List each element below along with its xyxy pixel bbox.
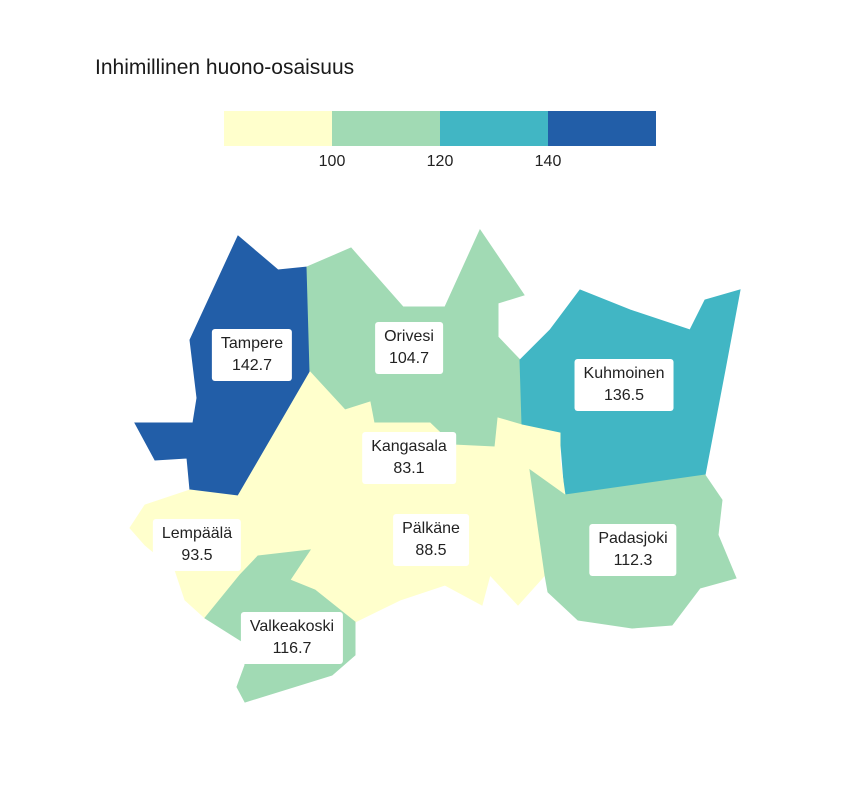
legend-tick-140: 140 <box>534 153 562 170</box>
region-value: 142.7 <box>231 357 273 374</box>
region-name: Orivesi <box>384 328 434 345</box>
map-title: Inhimillinen huono-osaisuus <box>95 56 355 79</box>
region-name: Padasjoki <box>598 530 668 547</box>
region-name: Kuhmoinen <box>583 365 665 382</box>
region-name: Pälkäne <box>402 520 460 537</box>
legend-swatch-3 <box>440 111 548 146</box>
legend-swatch-1 <box>224 111 332 146</box>
region-value: 116.7 <box>272 640 312 657</box>
label-orivesi: Orivesi 104.7 <box>375 322 443 374</box>
label-kuhmoinen: Kuhmoinen 136.5 <box>574 359 674 411</box>
color-legend: 100 120 140 <box>224 111 656 181</box>
label-kangasala: Kangasala 83.1 <box>362 432 456 484</box>
region-name: Kangasala <box>371 438 447 455</box>
region-value: 136.5 <box>603 387 645 404</box>
region-value: 88.5 <box>415 542 447 559</box>
region-value: 83.1 <box>393 460 425 477</box>
region-name: Valkeakoski <box>249 618 335 635</box>
legend-swatch-4 <box>548 111 656 146</box>
region-value: 93.5 <box>181 547 213 564</box>
label-tampere: Tampere 142.7 <box>211 329 293 381</box>
label-lempaala: Lempäälä 93.5 <box>152 519 242 571</box>
region-name: Tampere <box>220 335 284 352</box>
legend-tick-120: 120 <box>426 153 454 170</box>
legend-tick-100: 100 <box>318 153 346 170</box>
region-name: Lempäälä <box>161 525 233 542</box>
legend-swatch-2 <box>332 111 440 146</box>
label-valkeakoski: Valkeakoski 116.7 <box>240 612 344 664</box>
label-palkane: Pälkäne 88.5 <box>393 514 469 566</box>
legend-bar <box>224 111 656 146</box>
region-value: 104.7 <box>388 350 430 367</box>
label-padasjoki: Padasjoki 112.3 <box>589 524 677 576</box>
region-value: 112.3 <box>613 552 653 569</box>
